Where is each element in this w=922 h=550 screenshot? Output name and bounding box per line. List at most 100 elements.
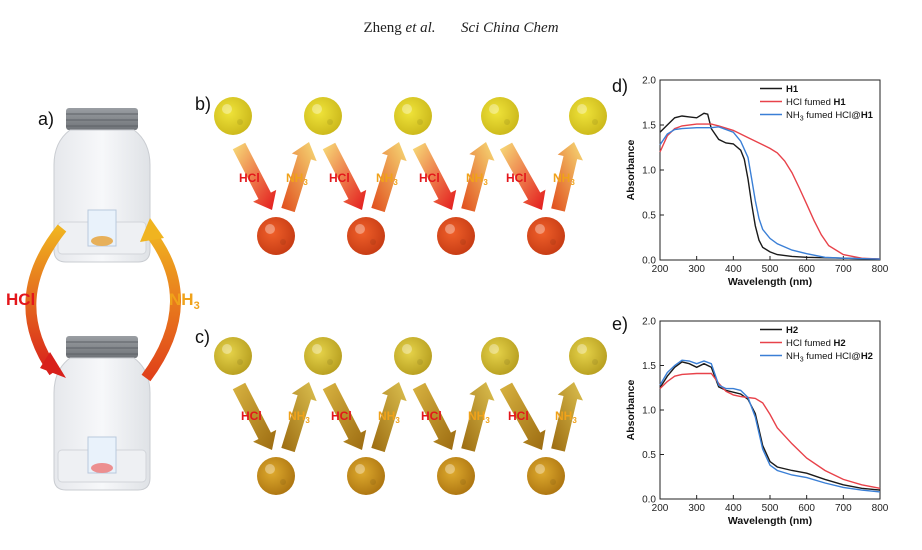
gradient-arrow-icon bbox=[371, 382, 407, 453]
jar-icon bbox=[53, 336, 151, 491]
series-line-2 bbox=[659, 123, 881, 260]
x-tick-label: 200 bbox=[652, 503, 669, 514]
gradient-arrow-icon bbox=[461, 142, 495, 212]
header-journal: Sci China Chem bbox=[461, 20, 559, 36]
x-tick-label: 700 bbox=[835, 503, 852, 514]
legend-entry: HCl fumed H2 bbox=[786, 338, 846, 349]
gradient-arrow-icon bbox=[232, 382, 277, 450]
x-tick-label: 300 bbox=[688, 264, 705, 275]
plot-frame bbox=[659, 320, 881, 500]
series-line-1 bbox=[659, 361, 881, 491]
hcl-arc-arrow bbox=[25, 224, 67, 376]
y-tick-label: 0.0 bbox=[642, 495, 656, 506]
panel-d-label: d) bbox=[612, 76, 628, 96]
series-line-1 bbox=[659, 112, 881, 260]
x-tick-label: 700 bbox=[835, 264, 852, 275]
gradient-arrow-icon bbox=[412, 382, 457, 450]
hcl-label: HCl bbox=[6, 290, 35, 309]
jar-icon bbox=[53, 108, 151, 263]
powder-sphere-icon bbox=[437, 217, 475, 255]
x-tick-label: 400 bbox=[725, 503, 742, 514]
x-tick-label: 600 bbox=[798, 503, 815, 514]
hcl-label: HCl bbox=[419, 171, 440, 185]
panel-a-label: a) bbox=[38, 109, 54, 129]
powder-sphere-icon bbox=[481, 337, 519, 375]
powder-sphere-icon bbox=[347, 457, 385, 495]
gradient-arrow-icon bbox=[461, 382, 495, 452]
running-header: Zheng et al. Sci China Chem bbox=[0, 20, 922, 37]
panel-e-label: e) bbox=[612, 314, 628, 334]
gradient-arrow-icon bbox=[281, 142, 317, 213]
plot-frame bbox=[659, 79, 881, 261]
powder-sphere-icon bbox=[304, 337, 342, 375]
panel-a: a) HCl NH3 bbox=[6, 108, 200, 491]
nh3-label: NH3 bbox=[286, 171, 308, 187]
nh3-label: NH3 bbox=[169, 290, 200, 312]
nh3-label: NH3 bbox=[288, 409, 310, 425]
gradient-arrow-icon bbox=[281, 382, 317, 453]
powder-sphere-icon bbox=[569, 337, 607, 375]
gradient-arrow-icon bbox=[499, 382, 546, 450]
powder-sphere-icon bbox=[257, 217, 295, 255]
x-tick-label: 300 bbox=[688, 503, 705, 514]
x-tick-label: 500 bbox=[762, 264, 779, 275]
legend-entry: HCl fumed H1 bbox=[786, 97, 846, 108]
y-axis-label: Absorbance bbox=[625, 140, 637, 201]
powder-sphere-icon bbox=[569, 97, 607, 135]
x-tick-label: 600 bbox=[798, 264, 815, 275]
x-tick-label: 500 bbox=[762, 503, 779, 514]
series-line-3 bbox=[659, 126, 881, 260]
y-axis-label: Absorbance bbox=[625, 380, 637, 441]
powder-sphere-icon bbox=[394, 97, 432, 135]
nh3-label: NH3 bbox=[468, 409, 490, 425]
nh3-label: NH3 bbox=[553, 171, 575, 187]
legend-entry: H2 bbox=[786, 325, 798, 336]
y-tick-label: 1.0 bbox=[642, 166, 656, 177]
hcl-label: HCl bbox=[241, 409, 262, 423]
gradient-arrow-icon bbox=[322, 142, 367, 210]
powder-sphere-icon bbox=[527, 457, 565, 495]
chart-d: 200 300 400 500 600 700 800 0.0 0.5 1.0 1.5 2.0 Wave… bbox=[625, 76, 889, 289]
nh3-label: NH3 bbox=[555, 409, 577, 425]
y-tick-label: 2.0 bbox=[642, 317, 656, 328]
powder-sphere-icon bbox=[394, 337, 432, 375]
nh3-label: NH3 bbox=[378, 409, 400, 425]
powder-sphere-icon bbox=[437, 457, 475, 495]
y-tick-label: 0.0 bbox=[642, 256, 656, 267]
series-line-3 bbox=[659, 359, 881, 493]
hcl-label: HCl bbox=[421, 409, 442, 423]
powder-sphere-icon bbox=[214, 97, 252, 135]
gradient-arrow-icon bbox=[412, 142, 457, 210]
y-tick-label: 1.5 bbox=[642, 121, 656, 132]
hcl-label: HCl bbox=[506, 171, 527, 185]
powder-sphere-icon bbox=[214, 337, 252, 375]
hcl-label: HCl bbox=[508, 409, 529, 423]
header-etal: et al. bbox=[405, 20, 436, 36]
powder-sphere-icon bbox=[304, 97, 342, 135]
nh3-label: NH3 bbox=[376, 171, 398, 187]
hcl-label: HCl bbox=[331, 409, 352, 423]
chart-e: 200 300 400 500 600 700 800 0.0 0.5 1.0 1.5 2.0 Wave… bbox=[625, 317, 889, 528]
nh3-label: NH3 bbox=[466, 171, 488, 187]
powder-sphere-icon bbox=[347, 217, 385, 255]
x-tick-label: 800 bbox=[872, 503, 889, 514]
panel-c-label: c) bbox=[195, 327, 210, 347]
y-tick-label: 0.5 bbox=[642, 450, 656, 461]
legend-entry: H1 bbox=[786, 84, 799, 95]
panel-b-label: b) bbox=[195, 94, 211, 114]
panel-c: c) HCl NH3 HCl NH3 HCl NH3 HCl NH3 bbox=[195, 327, 607, 495]
y-tick-label: 0.5 bbox=[642, 211, 656, 222]
powder-sphere-icon bbox=[527, 217, 565, 255]
series-line-2 bbox=[659, 372, 881, 489]
hcl-label: HCl bbox=[329, 171, 350, 185]
x-axis-label: Wavelength (nm) bbox=[728, 515, 812, 527]
gradient-arrow-icon bbox=[551, 142, 583, 212]
gradient-arrow-icon bbox=[499, 142, 546, 210]
y-tick-label: 1.0 bbox=[642, 406, 656, 417]
x-axis-label: Wavelength (nm) bbox=[728, 276, 812, 288]
gradient-arrow-icon bbox=[322, 382, 367, 450]
gradient-arrow-icon bbox=[551, 382, 583, 452]
y-tick-label: 2.0 bbox=[642, 76, 656, 87]
x-tick-label: 200 bbox=[652, 264, 669, 275]
header-authors: Zheng bbox=[363, 20, 402, 36]
